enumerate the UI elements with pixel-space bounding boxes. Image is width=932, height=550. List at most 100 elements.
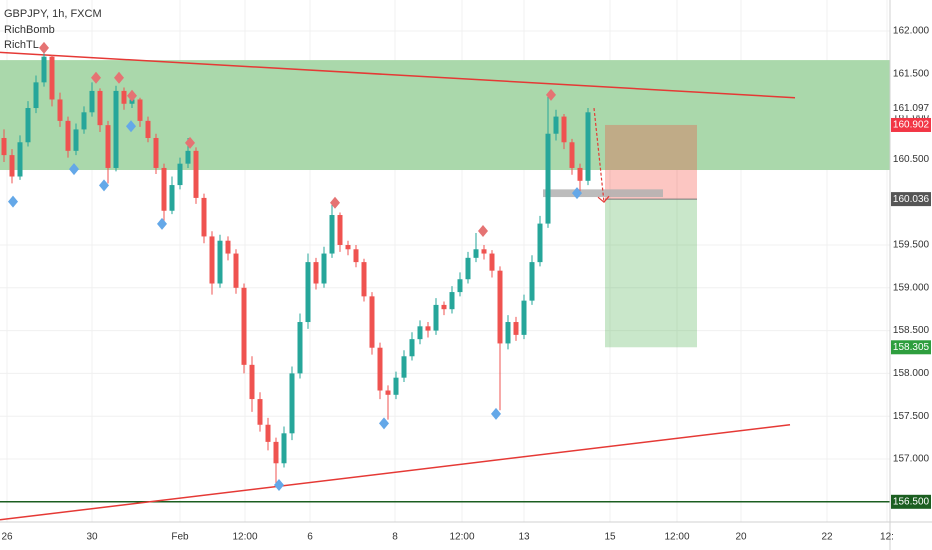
- candle-body: [521, 300, 527, 335]
- candle-body: [153, 137, 159, 168]
- candle-body: [577, 167, 583, 181]
- candle-body: [425, 326, 431, 331]
- candle-body: [169, 185, 175, 211]
- candle-body: [41, 56, 47, 83]
- price-tag: [891, 340, 931, 355]
- low-marker: [274, 478, 284, 491]
- y-tick-label: 162.000: [893, 26, 930, 37]
- x-tick-label: 12:00: [449, 532, 474, 543]
- x-tick-label: 12:00: [664, 532, 689, 543]
- candle-body: [433, 304, 439, 331]
- candle-body: [257, 399, 263, 425]
- candle-body: [489, 253, 495, 271]
- x-tick-label: 26: [1, 532, 13, 543]
- candle-body: [89, 90, 95, 113]
- low-marker: [99, 179, 109, 192]
- candle-body: [273, 441, 279, 464]
- candle-body: [265, 424, 271, 442]
- low-marker: [491, 407, 501, 420]
- target-zone: [605, 199, 697, 348]
- candle-body: [249, 364, 255, 400]
- candle-body: [481, 249, 487, 254]
- candle-body: [33, 82, 39, 109]
- candle-body: [233, 253, 239, 288]
- candle-body: [73, 129, 79, 151]
- candle-body: [513, 322, 519, 335]
- candle-body: [137, 99, 143, 121]
- price-tag-label: 156.500: [893, 496, 930, 507]
- candle-body: [569, 142, 575, 168]
- price-tag-label: 161.097: [893, 103, 930, 114]
- y-tick-label: 157.000: [893, 454, 930, 465]
- candle-body: [9, 155, 15, 177]
- high-marker: [127, 89, 137, 102]
- candle-body: [345, 244, 351, 250]
- candle-body: [17, 142, 23, 177]
- arrow-head: [597, 195, 610, 204]
- candle-body: [585, 112, 591, 181]
- price-tag: [891, 192, 931, 207]
- high-marker: [185, 136, 195, 149]
- price-tag-label: 160.036: [893, 194, 930, 205]
- candle-body: [457, 279, 463, 293]
- candle-body: [393, 377, 399, 395]
- high-marker: [39, 41, 49, 54]
- candle-body: [97, 90, 103, 126]
- x-tick-label: 12:: [880, 532, 894, 543]
- y-tick-label: 160.500: [893, 154, 930, 165]
- low-marker: [126, 120, 136, 133]
- candle-body: [289, 373, 295, 434]
- candle-body: [401, 356, 407, 378]
- trendline: [0, 424, 791, 521]
- candle-body: [313, 262, 319, 284]
- candle-body: [161, 167, 167, 211]
- candle-body: [209, 236, 215, 284]
- candle-body: [217, 240, 223, 284]
- low-marker: [8, 195, 18, 208]
- price-tag-label: 158.305: [893, 342, 930, 353]
- candle-body: [553, 116, 559, 134]
- candle-body: [225, 240, 231, 254]
- candle-body: [529, 262, 535, 301]
- candle-body: [81, 112, 87, 130]
- high-marker: [546, 88, 556, 101]
- candle-body: [337, 215, 343, 245]
- candle-body: [297, 322, 303, 374]
- price-tag: [891, 117, 931, 132]
- candle-body: [49, 56, 55, 100]
- indicator-label: RichBomb: [4, 24, 55, 36]
- candle-body: [281, 433, 287, 464]
- candle-body: [193, 150, 199, 198]
- high-marker: [478, 225, 488, 238]
- candle-body: [465, 257, 471, 280]
- candle-body: [1, 137, 7, 156]
- candle-body: [65, 120, 71, 151]
- high-marker: [91, 71, 101, 84]
- chart-title: GBPJPY, 1h, FXCM: [4, 8, 102, 20]
- candle-body: [361, 262, 367, 297]
- y-tick-label: 161.000: [893, 111, 930, 122]
- candle-body: [505, 322, 511, 344]
- high-marker: [114, 71, 124, 84]
- y-tick-label: 157.500: [893, 411, 930, 422]
- price-tag-label: 160.902: [893, 120, 930, 131]
- y-tick-label: 161.500: [893, 68, 930, 79]
- y-tick-label: 158.500: [893, 325, 930, 336]
- candle-body: [449, 292, 455, 310]
- x-tick-label: 12:00: [232, 532, 257, 543]
- zone: [0, 60, 890, 171]
- candle-body: [57, 99, 63, 121]
- arrow: [593, 107, 605, 203]
- candle-body: [545, 133, 551, 224]
- x-tick-label: 6: [307, 532, 313, 543]
- candle-body: [25, 108, 31, 143]
- candle-body: [417, 326, 423, 340]
- candle-body: [305, 262, 311, 323]
- plot: [0, 0, 890, 522]
- price-tag: [891, 494, 931, 509]
- indicator-label: RichTL: [4, 39, 39, 51]
- x-tick-label: 13: [518, 532, 530, 543]
- y-tick-label: 159.500: [893, 240, 930, 251]
- candle-body: [441, 304, 447, 310]
- candle-body: [561, 116, 567, 143]
